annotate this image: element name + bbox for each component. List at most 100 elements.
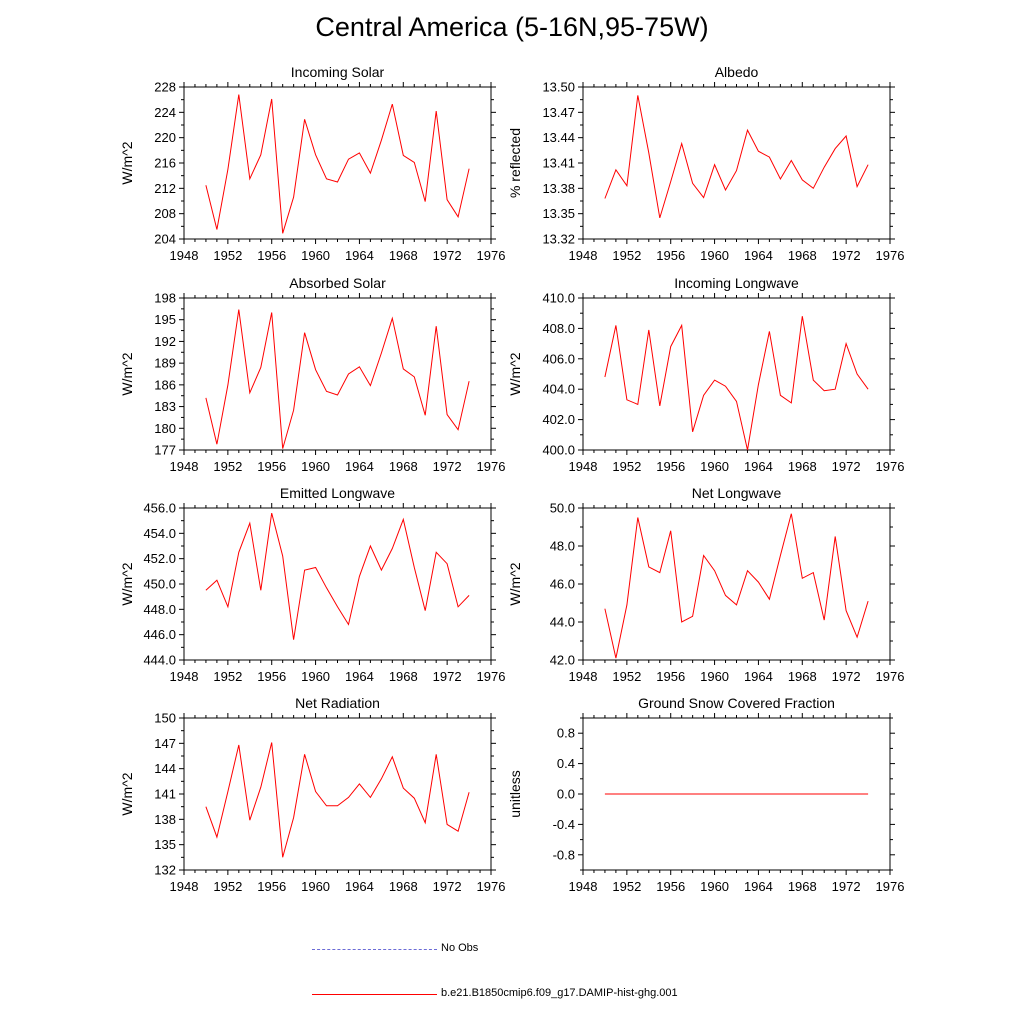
y-tick-label: 138 bbox=[154, 812, 176, 827]
y-tick-label: 44.0 bbox=[550, 615, 575, 630]
y-tick-label: 198 bbox=[154, 291, 176, 306]
x-tick-label: 1960 bbox=[301, 879, 330, 894]
x-tick-label: 1960 bbox=[700, 248, 729, 263]
y-tick-label: 0.0 bbox=[557, 787, 575, 802]
panel-title: Emitted Longwave bbox=[280, 485, 395, 501]
y-tick-label: -0.8 bbox=[553, 847, 575, 862]
x-tick-label: 1976 bbox=[477, 459, 506, 474]
x-tick-label: 1972 bbox=[433, 248, 462, 263]
panel-title: Albedo bbox=[715, 64, 759, 80]
y-tick-label: 42.0 bbox=[550, 653, 575, 668]
x-tick-label: 1976 bbox=[876, 669, 905, 684]
y-tick-label: 13.44 bbox=[542, 130, 575, 145]
chart-panel: Albedo 1948 1952 1956 1960 1964 1968 1972 1976 13… bbox=[507, 64, 904, 263]
x-tick-label: 1960 bbox=[700, 879, 729, 894]
x-tick-label: 1964 bbox=[744, 669, 773, 684]
y-tick-label: 144 bbox=[154, 761, 176, 776]
y-tick-label: 406.0 bbox=[542, 351, 575, 366]
x-tick-label: 1976 bbox=[876, 248, 905, 263]
y-tick-label: 13.47 bbox=[542, 105, 575, 120]
x-tick-label: 1952 bbox=[213, 248, 242, 263]
x-tick-label: 1956 bbox=[257, 459, 286, 474]
x-tick-label: 1968 bbox=[788, 669, 817, 684]
x-tick-label: 1948 bbox=[569, 879, 598, 894]
y-tick-label: 48.0 bbox=[550, 539, 575, 554]
x-tick-label: 1956 bbox=[656, 459, 685, 474]
legend-line-dashed bbox=[312, 949, 437, 950]
y-tick-label: -0.4 bbox=[553, 817, 575, 832]
plot-frame bbox=[582, 297, 891, 451]
x-tick-label: 1948 bbox=[170, 879, 199, 894]
y-axis-label: W/m^2 bbox=[119, 772, 135, 815]
plot-frame bbox=[183, 297, 492, 451]
series-line bbox=[604, 95, 869, 219]
y-tick-label: 46.0 bbox=[550, 577, 575, 592]
x-tick-label: 1964 bbox=[345, 248, 374, 263]
x-tick-label: 1948 bbox=[170, 248, 199, 263]
x-tick-label: 1976 bbox=[876, 879, 905, 894]
x-tick-label: 1968 bbox=[788, 248, 817, 263]
x-tick-label: 1964 bbox=[345, 669, 374, 684]
x-tick-label: 1948 bbox=[569, 248, 598, 263]
y-tick-label: 186 bbox=[154, 377, 176, 392]
x-tick-label: 1956 bbox=[257, 879, 286, 894]
y-tick-label: 446.0 bbox=[143, 627, 176, 642]
legend-label: No Obs bbox=[441, 942, 479, 954]
y-tick-label: 228 bbox=[154, 80, 176, 95]
series-line bbox=[205, 512, 470, 640]
x-tick-label: 1960 bbox=[301, 669, 330, 684]
y-tick-label: 408.0 bbox=[542, 321, 575, 336]
x-tick-label: 1964 bbox=[345, 879, 374, 894]
y-tick-label: 0.8 bbox=[557, 726, 575, 741]
y-axis-label: W/m^2 bbox=[119, 352, 135, 395]
chart-panel: Emitted Longwave 1948 1952 1956 1960 1964 1968… bbox=[119, 485, 505, 684]
y-tick-label: 147 bbox=[154, 736, 176, 751]
chart-panel: Ground Snow Covered Fraction 1948 1952 1956… bbox=[507, 695, 904, 894]
x-tick-label: 1956 bbox=[656, 669, 685, 684]
y-tick-label: 13.38 bbox=[542, 181, 575, 196]
x-tick-label: 1976 bbox=[477, 669, 506, 684]
y-tick-label: 444.0 bbox=[143, 653, 176, 668]
x-tick-label: 1972 bbox=[832, 248, 861, 263]
panel-title: Incoming Longwave bbox=[674, 275, 799, 291]
legend-label: b.e21.B1850cmip6.f09_g17.DAMIP-hist-ghg.… bbox=[441, 987, 678, 999]
x-tick-label: 1976 bbox=[876, 459, 905, 474]
x-tick-label: 1952 bbox=[612, 459, 641, 474]
x-tick-label: 1964 bbox=[744, 879, 773, 894]
y-tick-label: 400.0 bbox=[542, 443, 575, 458]
y-tick-label: 212 bbox=[154, 181, 176, 196]
y-tick-label: 452.0 bbox=[143, 551, 176, 566]
y-tick-label: 404.0 bbox=[542, 382, 575, 397]
y-tick-label: 450.0 bbox=[143, 577, 176, 592]
y-tick-label: 402.0 bbox=[542, 412, 575, 427]
y-tick-label: 448.0 bbox=[143, 602, 176, 617]
y-tick-label: 456.0 bbox=[143, 501, 176, 516]
y-tick-label: 13.41 bbox=[542, 156, 575, 171]
series-line bbox=[604, 513, 869, 659]
series-line bbox=[205, 309, 470, 449]
plot-frame bbox=[183, 717, 492, 871]
y-tick-label: 410.0 bbox=[542, 291, 575, 306]
x-tick-label: 1960 bbox=[301, 459, 330, 474]
x-tick-label: 1972 bbox=[433, 459, 462, 474]
x-tick-label: 1976 bbox=[477, 248, 506, 263]
chart-panel: Net Radiation 1948 1952 1956 1960 1964 1968 197… bbox=[119, 695, 505, 894]
x-tick-label: 1964 bbox=[345, 459, 374, 474]
y-tick-label: 132 bbox=[154, 863, 176, 878]
plot-frame bbox=[183, 507, 492, 661]
x-tick-label: 1948 bbox=[569, 669, 598, 684]
x-tick-label: 1976 bbox=[477, 879, 506, 894]
x-tick-label: 1968 bbox=[389, 459, 418, 474]
y-axis-label: W/m^2 bbox=[507, 352, 523, 395]
x-tick-label: 1964 bbox=[744, 248, 773, 263]
x-tick-label: 1952 bbox=[213, 459, 242, 474]
y-tick-label: 192 bbox=[154, 334, 176, 349]
y-tick-label: 0.4 bbox=[557, 756, 575, 771]
chart-panel: Incoming Longwave 1948 1952 1956 1960 1964 196… bbox=[507, 275, 904, 474]
x-tick-label: 1964 bbox=[744, 459, 773, 474]
y-axis-label: unitless bbox=[507, 770, 523, 817]
y-tick-label: 13.35 bbox=[542, 206, 575, 221]
main-title: Central America (5-16N,95-75W) bbox=[315, 12, 709, 42]
x-tick-label: 1952 bbox=[612, 248, 641, 263]
